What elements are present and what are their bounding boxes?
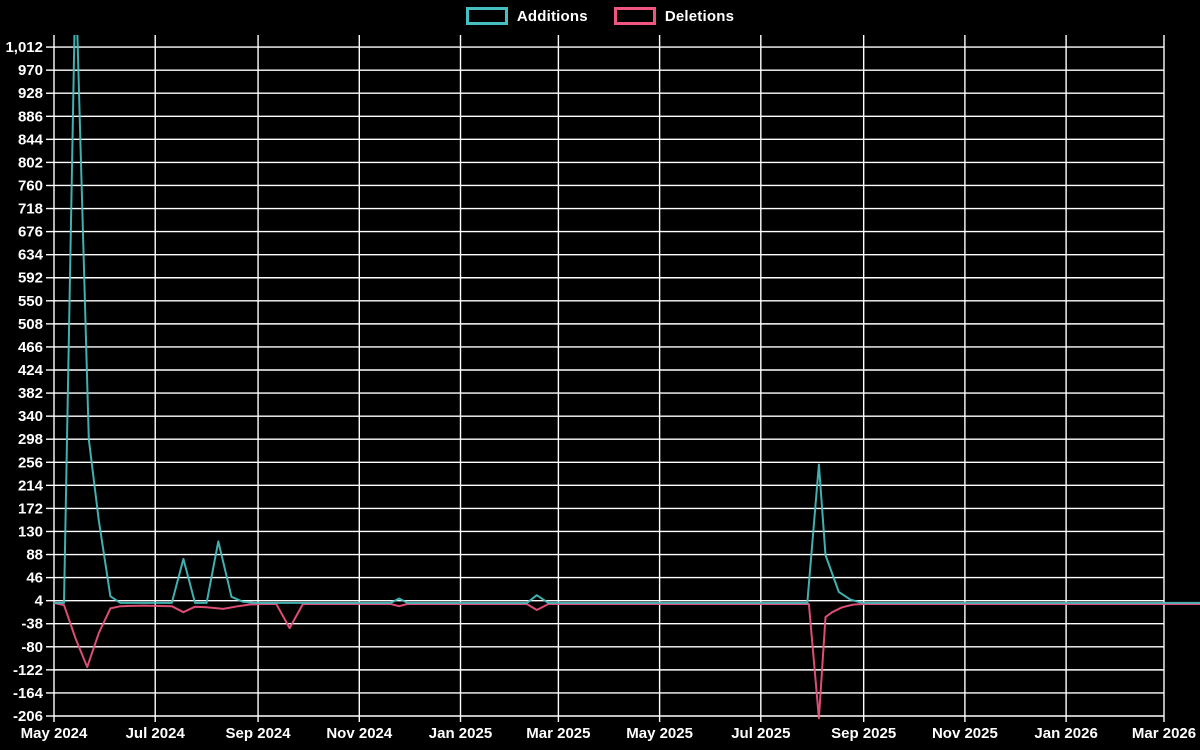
svg-text:Sep 2025: Sep 2025 bbox=[831, 725, 896, 742]
svg-text:298: 298 bbox=[18, 431, 43, 448]
legend-item-additions[interactable]: Additions bbox=[465, 7, 588, 25]
svg-text:550: 550 bbox=[18, 293, 43, 310]
y-axis-labels: 1,012 970 928 886 844 802 760 718 676 634 592 550 50… bbox=[5, 39, 43, 725]
svg-text:Mar 2026: Mar 2026 bbox=[1132, 725, 1196, 742]
axis-tick-marks bbox=[46, 46, 1165, 722]
svg-text:172: 172 bbox=[18, 500, 43, 517]
svg-text:382: 382 bbox=[18, 385, 43, 402]
horizontal-gridlines bbox=[54, 46, 1164, 717]
svg-text:Jan 2026: Jan 2026 bbox=[1034, 725, 1097, 742]
svg-text:May 2024: May 2024 bbox=[21, 725, 88, 742]
svg-text:802: 802 bbox=[18, 154, 43, 171]
svg-text:928: 928 bbox=[18, 85, 43, 102]
legend-label-additions: Additions bbox=[516, 7, 588, 25]
svg-text:Jan 2025: Jan 2025 bbox=[429, 725, 492, 742]
svg-text:676: 676 bbox=[18, 224, 43, 241]
svg-text:130: 130 bbox=[18, 523, 43, 540]
svg-text:970: 970 bbox=[18, 62, 43, 79]
svg-text:Jul 2024: Jul 2024 bbox=[126, 725, 186, 742]
svg-text:Nov 2024: Nov 2024 bbox=[326, 725, 393, 742]
svg-text:-206: -206 bbox=[13, 708, 43, 725]
svg-text:Sep 2024: Sep 2024 bbox=[226, 725, 292, 742]
svg-text:88: 88 bbox=[26, 547, 43, 564]
svg-text:256: 256 bbox=[18, 454, 43, 471]
vertical-gridlines bbox=[53, 35, 1165, 716]
deletions-line bbox=[53, 601, 1200, 720]
svg-text:Jul 2025: Jul 2025 bbox=[731, 725, 790, 742]
svg-text:Mar 2025: Mar 2025 bbox=[526, 725, 590, 742]
svg-text:886: 886 bbox=[18, 108, 43, 125]
svg-text:214: 214 bbox=[18, 477, 44, 494]
chart-legend: Additions Deletions bbox=[0, 7, 1200, 25]
svg-text:424: 424 bbox=[18, 362, 44, 379]
legend-item-deletions[interactable]: Deletions bbox=[613, 7, 735, 25]
svg-text:718: 718 bbox=[18, 201, 43, 218]
svg-text:-80: -80 bbox=[21, 639, 43, 656]
svg-text:-164: -164 bbox=[13, 685, 44, 702]
svg-text:466: 466 bbox=[18, 339, 43, 356]
svg-text:592: 592 bbox=[18, 270, 43, 287]
deletions-swatch-icon bbox=[613, 7, 656, 25]
x-axis-labels: May 2024 Jul 2024 Sep 2024 Nov 2024 Jan 2025… bbox=[21, 725, 1196, 742]
svg-text:508: 508 bbox=[18, 316, 43, 333]
svg-text:-122: -122 bbox=[13, 662, 43, 679]
svg-text:844: 844 bbox=[18, 131, 44, 148]
legend-label-deletions: Deletions bbox=[664, 7, 735, 25]
svg-text:Nov 2025: Nov 2025 bbox=[932, 725, 998, 742]
additions-swatch-icon bbox=[465, 7, 508, 25]
svg-text:1,012: 1,012 bbox=[5, 39, 43, 56]
svg-text:760: 760 bbox=[18, 177, 43, 194]
svg-text:4: 4 bbox=[35, 593, 44, 610]
svg-text:May 2025: May 2025 bbox=[626, 725, 693, 742]
svg-text:634: 634 bbox=[18, 247, 44, 264]
svg-text:-38: -38 bbox=[21, 616, 43, 633]
additions-line bbox=[53, 35, 1200, 604]
svg-text:46: 46 bbox=[26, 570, 43, 587]
svg-text:340: 340 bbox=[18, 408, 43, 425]
